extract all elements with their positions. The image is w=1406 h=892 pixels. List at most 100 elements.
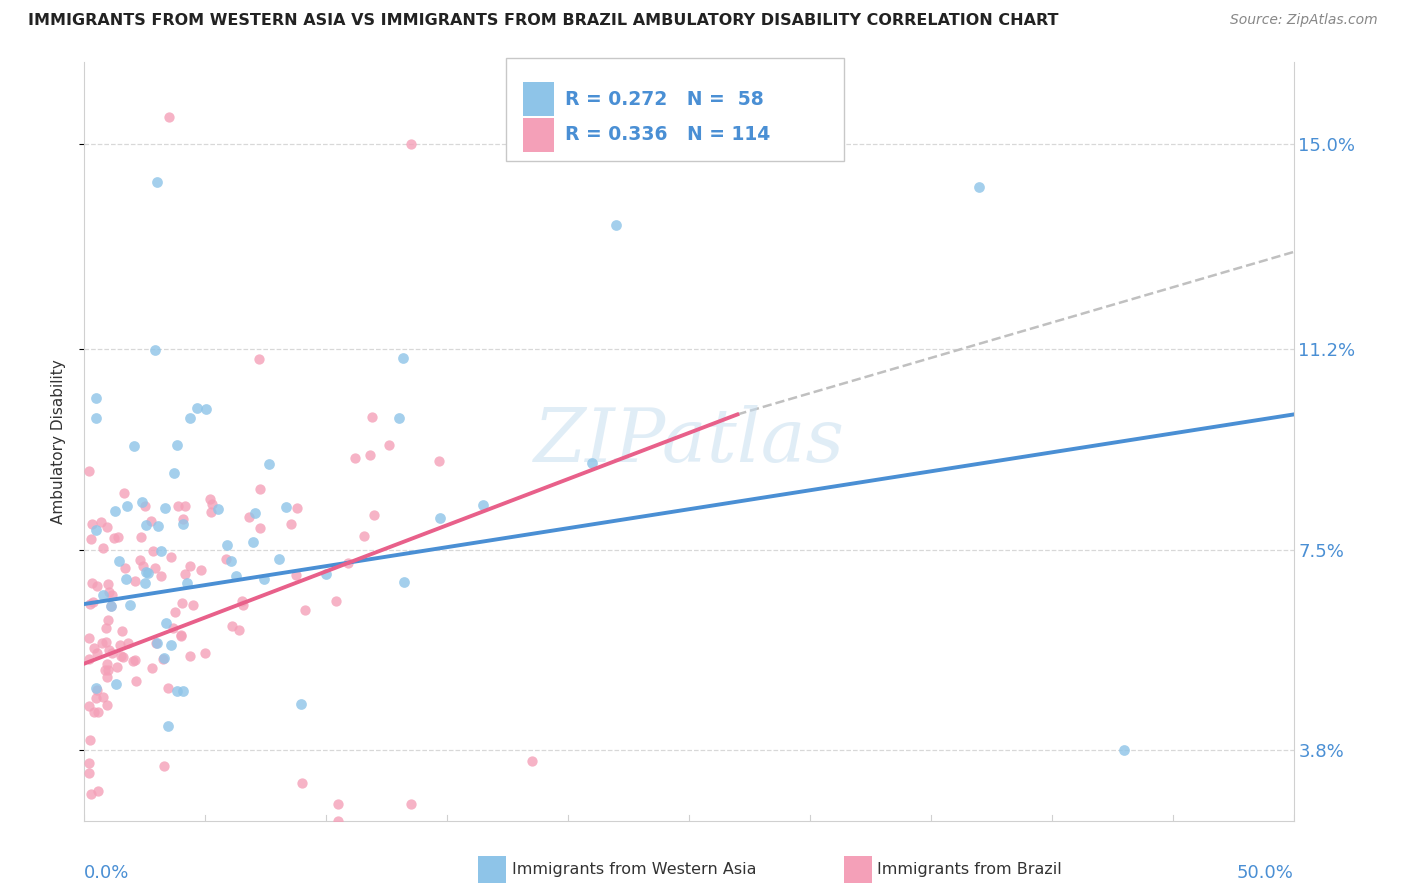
Point bbox=[83, 641, 105, 656]
Point bbox=[157, 718, 180, 732]
Point bbox=[79, 465, 101, 479]
Point bbox=[90, 516, 112, 530]
Point bbox=[336, 556, 359, 570]
Point bbox=[163, 467, 186, 481]
Point bbox=[170, 629, 193, 643]
Point bbox=[83, 706, 105, 720]
Point bbox=[142, 543, 165, 558]
Point bbox=[1114, 743, 1136, 757]
Point bbox=[143, 561, 166, 575]
Point bbox=[117, 635, 139, 649]
Point bbox=[353, 529, 375, 543]
Point bbox=[284, 567, 307, 582]
Point bbox=[172, 516, 194, 531]
Point bbox=[194, 646, 217, 660]
Point bbox=[149, 569, 172, 583]
Point bbox=[100, 599, 122, 614]
Point bbox=[108, 638, 131, 652]
Point bbox=[97, 613, 120, 627]
Point bbox=[97, 576, 120, 591]
Point bbox=[80, 532, 103, 546]
Point bbox=[157, 681, 180, 695]
Point bbox=[343, 451, 366, 466]
Point bbox=[98, 643, 121, 657]
Point bbox=[429, 510, 451, 524]
Point bbox=[247, 352, 270, 367]
Point bbox=[115, 572, 138, 586]
Point bbox=[179, 558, 201, 573]
Text: Source: ZipAtlas.com: Source: ZipAtlas.com bbox=[1230, 13, 1378, 28]
Point bbox=[96, 520, 118, 534]
Point bbox=[80, 787, 103, 801]
Point bbox=[94, 663, 117, 677]
Point bbox=[153, 501, 176, 516]
Text: R = 0.272   N =  58: R = 0.272 N = 58 bbox=[565, 89, 763, 109]
Point bbox=[245, 506, 267, 520]
Point bbox=[172, 596, 194, 610]
Point bbox=[86, 391, 108, 405]
Point bbox=[388, 411, 411, 425]
Text: 0.0%: 0.0% bbox=[84, 864, 129, 882]
Point bbox=[122, 654, 145, 668]
Point bbox=[96, 670, 118, 684]
Point bbox=[221, 619, 243, 633]
Text: Immigrants from Western Asia: Immigrants from Western Asia bbox=[512, 863, 756, 877]
Point bbox=[77, 631, 100, 645]
Point bbox=[86, 579, 108, 593]
Point bbox=[179, 411, 201, 425]
Point bbox=[967, 180, 990, 194]
Point bbox=[238, 509, 260, 524]
Point bbox=[221, 554, 243, 568]
Point bbox=[228, 623, 250, 637]
Point bbox=[141, 661, 163, 675]
Point bbox=[80, 517, 103, 532]
Point bbox=[472, 498, 495, 512]
Point bbox=[141, 514, 163, 528]
Point bbox=[207, 502, 229, 516]
Point bbox=[93, 588, 115, 602]
Text: Immigrants from Brazil: Immigrants from Brazil bbox=[877, 863, 1062, 877]
Point bbox=[134, 499, 156, 513]
Point bbox=[79, 732, 101, 747]
Point bbox=[274, 500, 297, 514]
Point bbox=[215, 538, 238, 552]
Point bbox=[157, 110, 180, 124]
Point bbox=[167, 499, 190, 513]
Point bbox=[242, 535, 264, 549]
Point bbox=[294, 602, 316, 616]
Point bbox=[103, 531, 125, 545]
Point bbox=[170, 628, 193, 642]
Point bbox=[112, 486, 135, 500]
Point bbox=[91, 690, 114, 705]
Point bbox=[79, 597, 101, 611]
Point bbox=[163, 605, 186, 619]
Point bbox=[86, 410, 108, 425]
Point bbox=[153, 651, 176, 665]
Point bbox=[134, 576, 156, 591]
Point bbox=[146, 636, 169, 650]
Point bbox=[160, 549, 183, 564]
Point bbox=[105, 677, 128, 691]
Point bbox=[172, 511, 194, 525]
Point bbox=[100, 599, 122, 613]
Point bbox=[231, 598, 253, 612]
Point bbox=[98, 585, 121, 599]
Point bbox=[101, 646, 124, 660]
Point bbox=[77, 698, 100, 713]
Y-axis label: Ambulatory Disability: Ambulatory Disability bbox=[51, 359, 66, 524]
Point bbox=[291, 776, 314, 790]
Point bbox=[94, 635, 117, 649]
Point bbox=[290, 697, 312, 711]
Point bbox=[399, 797, 422, 812]
Point bbox=[225, 569, 247, 583]
Point bbox=[86, 681, 108, 695]
Point bbox=[378, 438, 401, 452]
Point bbox=[267, 551, 290, 566]
Point bbox=[94, 621, 117, 635]
Point bbox=[328, 797, 350, 812]
Point bbox=[86, 682, 108, 697]
Point bbox=[132, 558, 155, 573]
Text: IMMIGRANTS FROM WESTERN ASIA VS IMMIGRANTS FROM BRAZIL AMBULATORY DISABILITY COR: IMMIGRANTS FROM WESTERN ASIA VS IMMIGRAN… bbox=[28, 13, 1059, 29]
Point bbox=[146, 175, 169, 189]
Point bbox=[315, 566, 337, 581]
